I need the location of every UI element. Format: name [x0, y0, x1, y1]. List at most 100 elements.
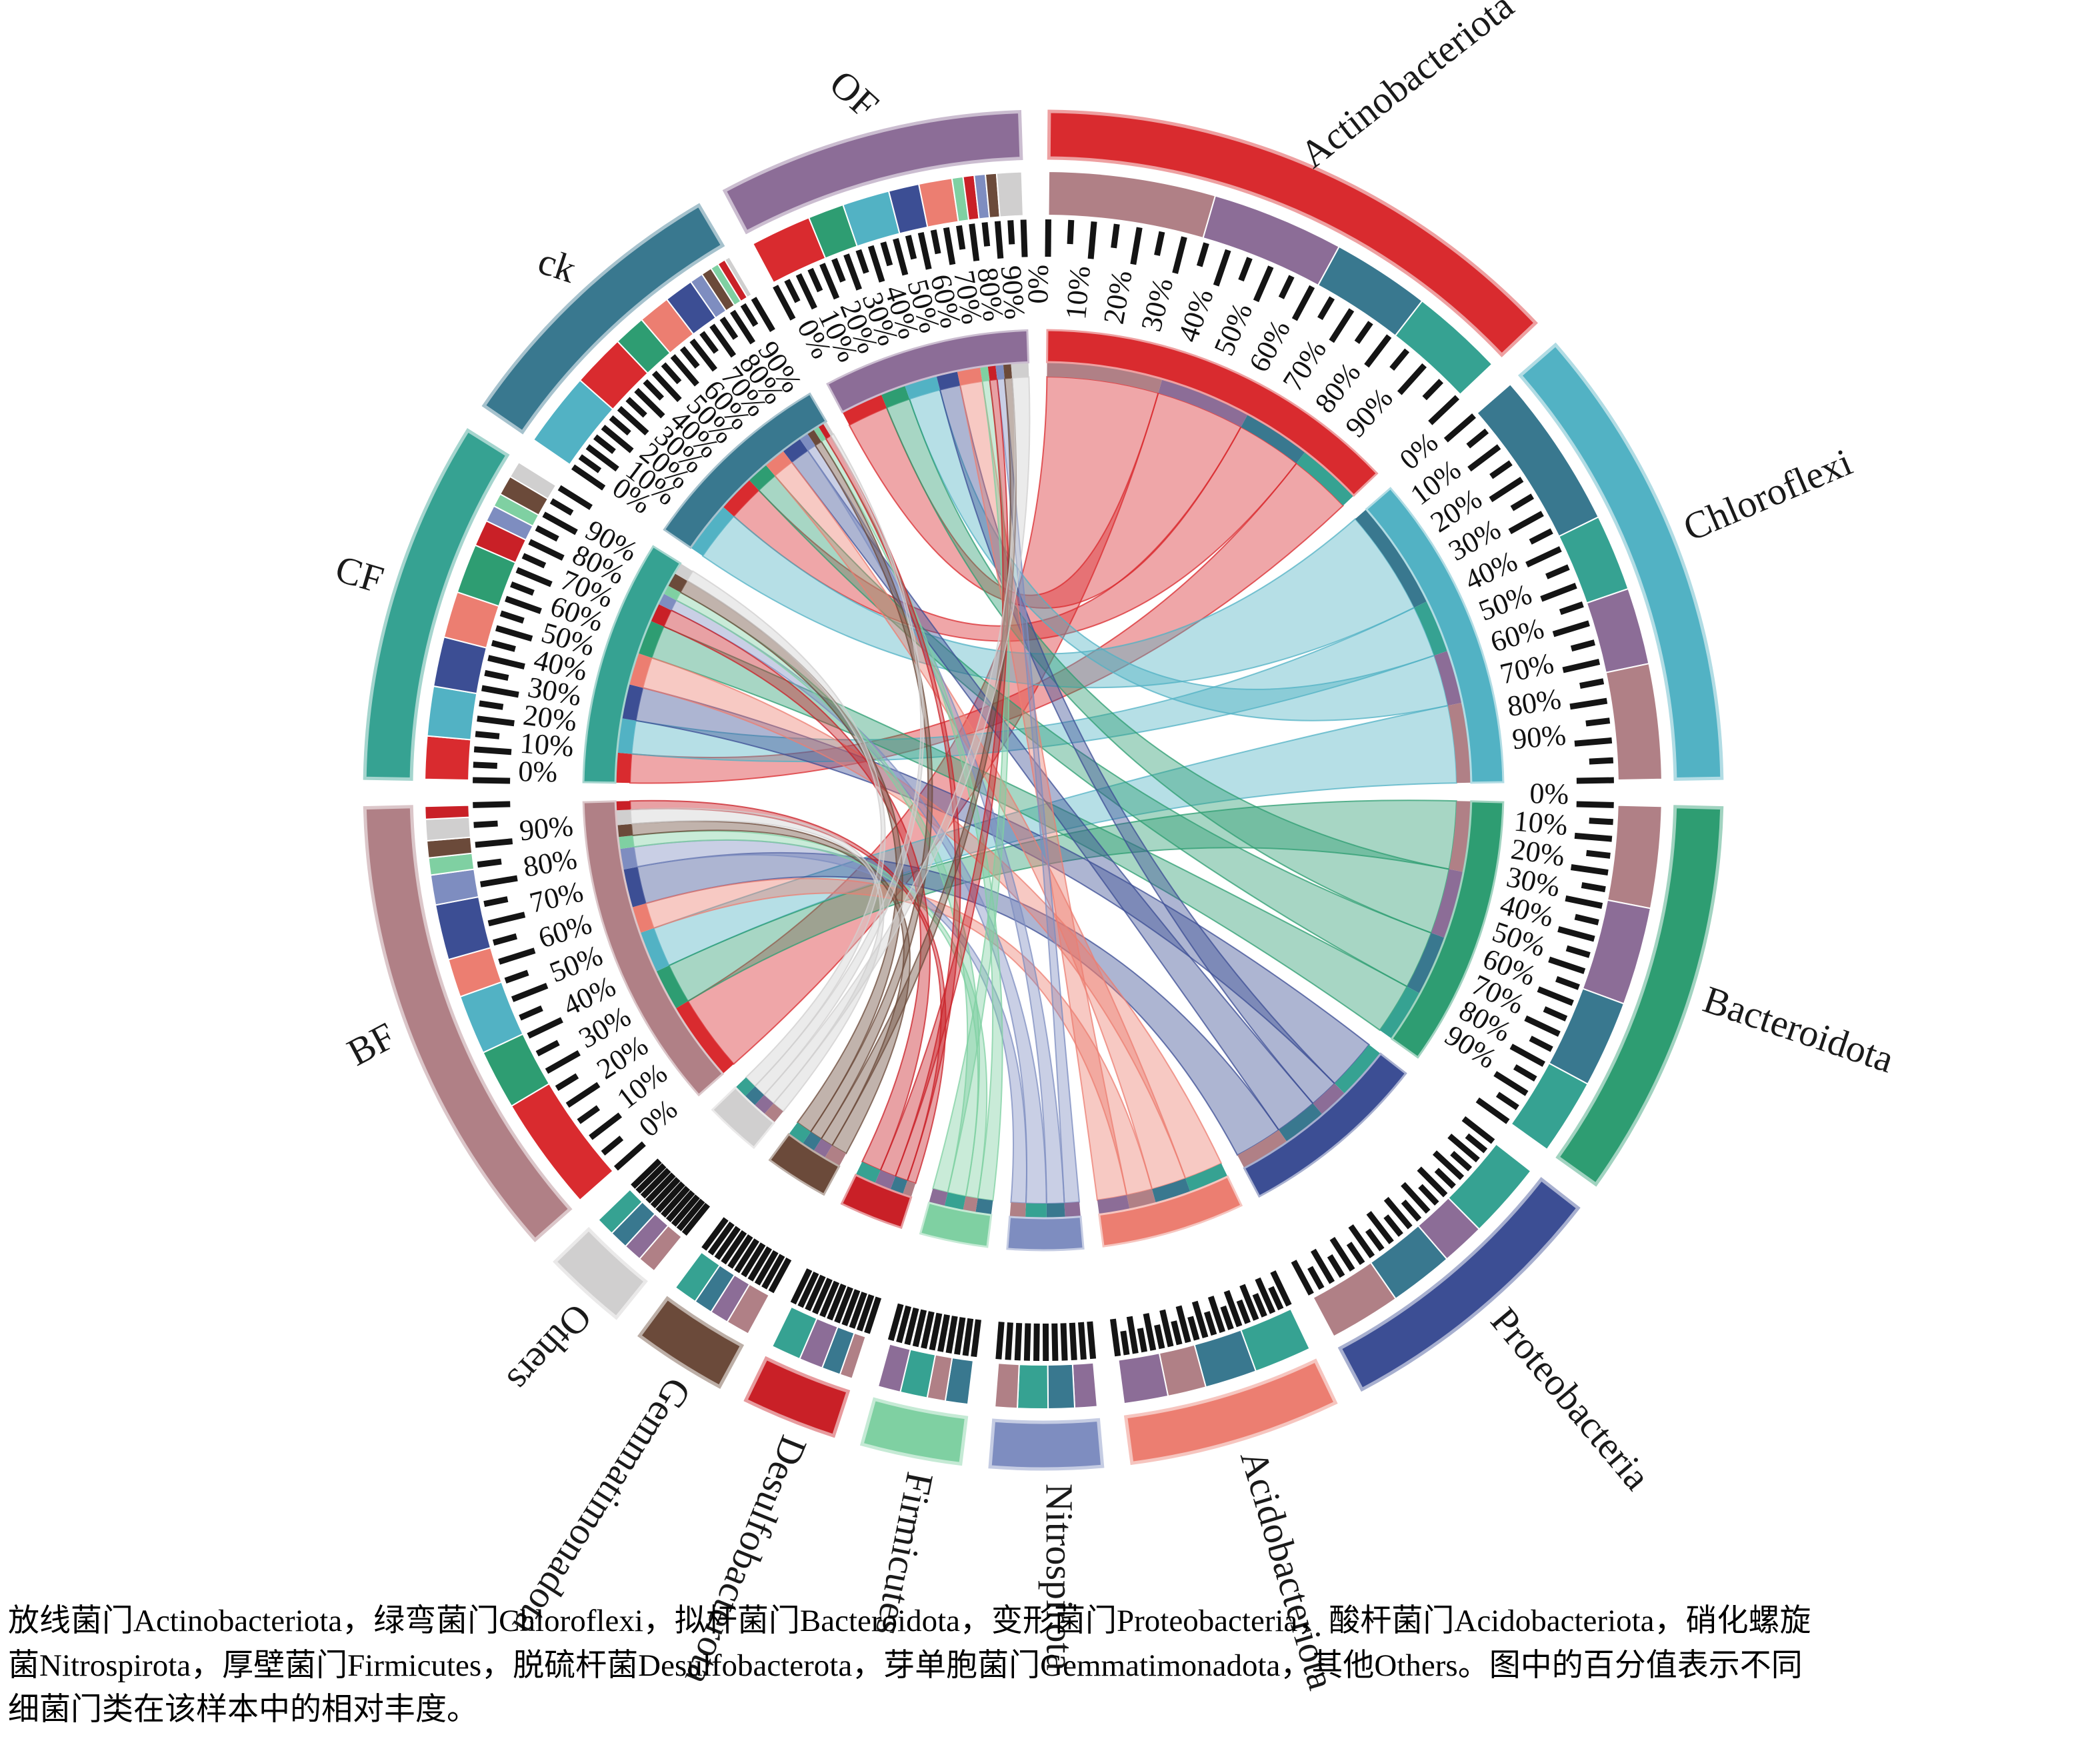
tick-ck-25 — [609, 415, 631, 436]
tick-Proteobacteria-25 — [1434, 1168, 1456, 1189]
tick-Proteobacteria-60 — [1366, 1211, 1394, 1244]
tick-Bacteroidota-30 — [1565, 895, 1603, 909]
tick-Desulfobacterota-90 — [797, 1271, 819, 1308]
sector-label-Others: Others — [499, 1296, 600, 1401]
tick-Actinobacteriota-65 — [1317, 296, 1335, 321]
tick-Chloroflexi-30 — [1508, 511, 1544, 535]
tick-ck-5 — [578, 454, 602, 473]
tick-Bacteroidota-60 — [1537, 986, 1574, 1006]
tick-Chloroflexi-15 — [1489, 460, 1513, 479]
tick-Firmicutes-20 — [954, 1317, 966, 1355]
stack-segment-Chloroflexi-BF — [1605, 663, 1663, 781]
tick-Actinobacteriota-90 — [1397, 363, 1427, 395]
root-strip-BF-Desulfobacterota — [615, 801, 631, 811]
stack-segment-OF-Others — [995, 171, 1024, 218]
tick-OF-10 — [795, 273, 817, 310]
base-band-Gemmatimonadota — [768, 1133, 841, 1196]
tick-ck-100 — [751, 297, 775, 332]
tick-Others-10 — [676, 1198, 705, 1232]
root-strip-Actinobacteriota-CF — [1296, 451, 1354, 506]
tick-Proteobacteria-55 — [1383, 1214, 1403, 1237]
root-strip-OF-Nitrospirota — [995, 363, 1005, 379]
tick-Acidobacteriota-40 — [1207, 1296, 1226, 1334]
tick-CF-25 — [479, 700, 504, 710]
root-strip-Proteobacteria-BF — [1237, 1130, 1287, 1168]
tick-Desulfobacterota-40 — [834, 1286, 853, 1324]
tick-Bacteroidota-85 — [1513, 1064, 1537, 1082]
tick-Firmicutes-30 — [945, 1316, 958, 1354]
tick-Nitrospirota-90 — [1005, 1322, 1013, 1360]
tick-Nitrospirota-10 — [1078, 1322, 1087, 1360]
tick-Desulfobacterota-100 — [790, 1268, 813, 1305]
tick-OF-60 — [917, 232, 932, 270]
tick-Bacteroidota-25 — [1581, 882, 1606, 893]
root-strip-BF-Gemmatimonadota — [617, 823, 633, 837]
tick-Gemmatimonadota-30 — [747, 1246, 773, 1282]
tick-Actinobacteriota-40 — [1213, 249, 1231, 287]
tick-Proteobacteria-0 — [1461, 1116, 1495, 1144]
ribbon-CF-Firmicutes — [675, 591, 981, 1198]
sector-arc-CF — [363, 428, 510, 781]
tick-Proteobacteria-95 — [1307, 1266, 1325, 1290]
tick-label-BF-90: 90% — [518, 809, 575, 847]
tick-label-Chloroflexi-90: 90% — [1511, 718, 1567, 755]
stack-segment-ck-Others — [723, 256, 753, 299]
root-strip-BF-Firmicutes — [617, 835, 634, 849]
tick-Bacteroidota-55 — [1555, 976, 1580, 990]
tick-Others-80 — [640, 1168, 671, 1199]
tick-CF-50 — [495, 625, 533, 642]
root-strip-Desulfobacterota-ck — [890, 1176, 908, 1195]
tick-CF-55 — [499, 610, 525, 624]
tick-ck-65 — [679, 346, 700, 369]
tick-Actinobacteriota-75 — [1354, 321, 1373, 344]
root-strip-CF-Acidobacteriota — [629, 653, 652, 688]
root-strip-Acidobacteriota-ck — [1152, 1178, 1191, 1204]
tick-Proteobacteria-75 — [1346, 1242, 1365, 1266]
tick-Proteobacteria-90 — [1310, 1248, 1335, 1284]
tick-Chloroflexi-85 — [1585, 717, 1611, 727]
sector-arc-Proteobacteria — [1337, 1177, 1581, 1392]
tick-Actinobacteriota-5 — [1067, 219, 1075, 245]
tick-OF-55 — [905, 235, 917, 260]
base-band-Nitrospirota — [1006, 1215, 1085, 1252]
tick-OF-100 — [1020, 219, 1028, 257]
root-strip-Nitrospirota-BF — [1009, 1202, 1026, 1218]
tick-Actinobacteriota-70 — [1329, 308, 1355, 343]
base-band-OF — [826, 329, 1030, 414]
sector-arc-Actinobacteriota — [1047, 109, 1538, 357]
sector-arc-Gemmatimonadota — [637, 1296, 745, 1389]
tick-Acidobacteriota-45 — [1203, 1311, 1217, 1336]
ribbon-ck-Chloroflexi — [701, 515, 1415, 689]
tick-Bacteroidota-10 — [1574, 832, 1613, 842]
root-strip-ck-Others — [823, 421, 834, 436]
tick-Bacteroidota-20 — [1570, 864, 1609, 876]
root-strip-OF-Desulfobacterota — [987, 365, 997, 381]
root-strip-ck-Gemmatimonadota — [807, 429, 821, 445]
tick-OF-90 — [994, 221, 1004, 259]
tick-BF-60 — [498, 948, 536, 965]
root-strip-CF-Others — [674, 563, 693, 581]
sector-arc-Others — [553, 1226, 648, 1320]
tick-Acidobacteriota-60 — [1175, 1305, 1191, 1344]
root-strip-BF-Proteobacteria — [623, 867, 646, 908]
root-strip-Bacteroidota-CF — [1379, 986, 1420, 1039]
stack-segment-CF-Chloroflexi — [426, 685, 478, 741]
tick-CF-80 — [528, 539, 565, 561]
tick-Desulfobacterota-70 — [812, 1278, 833, 1315]
root-strip-Proteobacteria-CF — [1334, 1044, 1381, 1094]
tick-Desulfobacterota-60 — [819, 1280, 840, 1318]
tick-Actinobacteriota-25 — [1154, 231, 1165, 256]
sector-arc-Bacteroidota — [1555, 805, 1724, 1187]
tick-OF-25 — [831, 257, 846, 283]
tick-Acidobacteriota-70 — [1159, 1309, 1174, 1348]
root-strip-OF-Actinobacteriota — [842, 393, 887, 425]
root-strip-Bacteroidota-ck — [1407, 933, 1445, 994]
base-band-Bacteroidota — [1390, 800, 1505, 1059]
tick-Bacteroidota-100 — [1475, 1097, 1510, 1124]
tick-Firmicutes-90 — [896, 1305, 912, 1344]
tick-Acidobacteriota-90 — [1126, 1316, 1139, 1354]
tick-OF-5 — [784, 279, 801, 303]
base-band-BF — [582, 800, 725, 1097]
tick-Bacteroidota-75 — [1529, 1036, 1553, 1052]
tick-Proteobacteria-70 — [1348, 1224, 1375, 1259]
